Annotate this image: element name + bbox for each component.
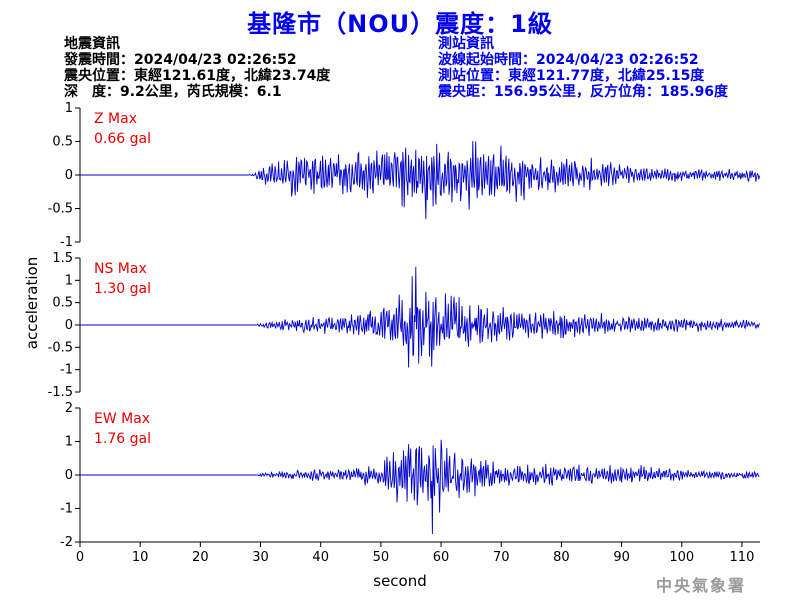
x-tick-label: 60 bbox=[433, 550, 450, 565]
y-tick-label: -1 bbox=[60, 235, 73, 250]
station-info: 測站資訊 波線起始時間：2024/04/23 02:26:52 測站位置：東經1… bbox=[438, 36, 728, 100]
y-tick-label: 0.5 bbox=[52, 296, 73, 311]
y-tick-label: -0.5 bbox=[48, 340, 73, 355]
y-tick-label: 0.5 bbox=[52, 135, 73, 150]
panel-max-value: 1.30 gal bbox=[94, 281, 151, 297]
y-tick-label: 0 bbox=[65, 168, 73, 183]
y-axis-label: acceleration bbox=[23, 257, 41, 349]
panel-name-label: Z Max bbox=[94, 111, 137, 127]
panel-max-value: 0.66 gal bbox=[94, 131, 151, 147]
x-tick-label: 20 bbox=[192, 550, 209, 565]
depth-magnitude: 深 度：9.2公里，芮氏規模：6.1 bbox=[64, 84, 282, 100]
x-tick-label: 100 bbox=[669, 550, 694, 565]
y-tick-label: 1 bbox=[65, 273, 73, 288]
x-axis-label: second bbox=[373, 572, 427, 590]
earthquake-info-heading: 地震資訊 bbox=[64, 36, 120, 52]
station-location: 測站位置：東經121.77度，北緯25.15度 bbox=[438, 68, 705, 84]
wave-start-time: 波線起始時間：2024/04/23 02:26:52 bbox=[438, 52, 699, 68]
waveform-trace-ew bbox=[80, 439, 760, 535]
x-tick-label: 90 bbox=[613, 550, 630, 565]
panel-name-label: NS Max bbox=[94, 261, 147, 277]
x-tick-label: 80 bbox=[553, 550, 570, 565]
y-tick-label: -1.5 bbox=[48, 385, 73, 400]
x-tick-label: 30 bbox=[252, 550, 269, 565]
x-tick-label: 50 bbox=[373, 550, 390, 565]
y-tick-label: 1.5 bbox=[52, 251, 73, 266]
y-tick-label: 0 bbox=[65, 468, 73, 483]
origin-time: 發震時間：2024/04/23 02:26:52 bbox=[64, 52, 297, 68]
y-tick-label: -2 bbox=[60, 535, 73, 550]
panel-name-label: EW Max bbox=[94, 411, 150, 427]
waveform-trace-ns bbox=[80, 266, 760, 368]
y-tick-label: 1 bbox=[65, 435, 73, 450]
x-tick-label: 110 bbox=[730, 550, 755, 565]
y-tick-label: 1 bbox=[65, 101, 73, 116]
epicenter: 震央位置：東經121.61度，北緯23.74度 bbox=[64, 68, 331, 84]
cwa-watermark: 中央氣象署 bbox=[656, 576, 747, 595]
panel-max-value: 1.76 gal bbox=[94, 431, 151, 447]
x-tick-label: 0 bbox=[76, 550, 84, 565]
y-tick-label: -1 bbox=[60, 363, 73, 378]
y-tick-label: 2 bbox=[65, 401, 73, 416]
y-tick-label: 0 bbox=[65, 318, 73, 333]
y-tick-label: -1 bbox=[60, 502, 73, 517]
distance-azimuth: 震央距：156.95公里，反方位角：185.96度 bbox=[438, 84, 729, 100]
earthquake-info: 地震資訊 發震時間：2024/04/23 02:26:52 震央位置：東經121… bbox=[64, 36, 330, 100]
chart-title: 基隆市（NOU）震度：1級 bbox=[247, 10, 553, 38]
x-tick-label: 40 bbox=[312, 550, 329, 565]
y-tick-label: -0.5 bbox=[48, 202, 73, 217]
waveform-trace-z bbox=[80, 141, 760, 220]
station-info-heading: 測站資訊 bbox=[438, 36, 494, 52]
x-tick-label: 70 bbox=[493, 550, 510, 565]
x-tick-label: 10 bbox=[132, 550, 149, 565]
